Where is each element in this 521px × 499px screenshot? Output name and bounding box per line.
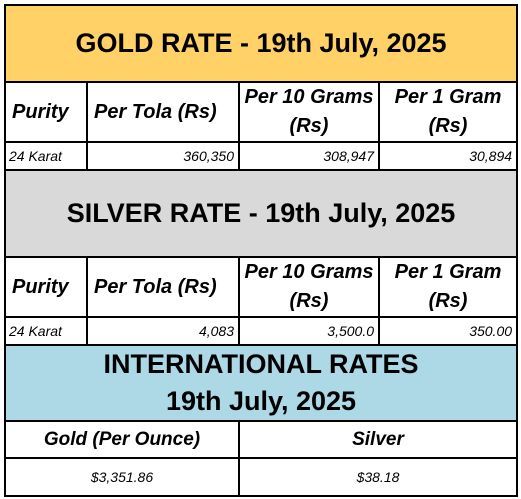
silver-header-row: Purity Per Tola (Rs) Per 10 Grams (Rs) P… [4, 256, 519, 318]
silver-header-per-1-gram: Per 1 Gram (Rs) [377, 256, 519, 318]
international-table: INTERNATIONAL RATES 19th July, 2025 Gold… [4, 344, 518, 497]
gold-header-per-10-grams: Per 10 Grams (Rs) [238, 81, 380, 143]
gold-header-row: Purity Per Tola (Rs) Per 10 Grams (Rs) P… [4, 81, 519, 143]
international-header-gold: Gold (Per Ounce) [4, 420, 240, 459]
gold-data-row: 24 Karat 360,350 308,947 30,894 [4, 141, 519, 171]
international-title-line1: INTERNATIONAL RATES [103, 349, 419, 379]
rates-table: GOLD RATE - 19th July, 2025 Purity Per T… [3, 4, 519, 346]
silver-per-1-gram-value: 350.00 [377, 316, 519, 346]
silver-per-10-grams-value: 3,500.0 [238, 316, 380, 346]
silver-header-per-10-grams: Per 10 Grams (Rs) [238, 256, 380, 318]
international-rates-title: INTERNATIONAL RATES 19th July, 2025 [4, 344, 518, 422]
international-banner-row: INTERNATIONAL RATES 19th July, 2025 [4, 344, 518, 422]
international-header-row: Gold (Per Ounce) Silver [4, 420, 518, 459]
gold-banner-row: GOLD RATE - 19th July, 2025 [3, 4, 519, 83]
gold-per-tola-value: 360,350 [86, 141, 240, 171]
international-header-silver: Silver [238, 420, 518, 459]
silver-data-row: 24 Karat 4,083 3,500.0 350.00 [4, 316, 519, 346]
silver-header-purity: Purity [4, 256, 88, 318]
silver-header-per-tola: Per Tola (Rs) [86, 256, 240, 318]
silver-per-tola-value: 4,083 [86, 316, 240, 346]
gold-header-purity: Purity [4, 81, 88, 143]
silver-rate-title: SILVER RATE - 19th July, 2025 [3, 169, 519, 258]
gold-per-1-gram-value: 30,894 [377, 141, 519, 171]
rates-sheet: GOLD RATE - 19th July, 2025 Purity Per T… [3, 4, 519, 497]
silver-banner-row: SILVER RATE - 19th July, 2025 [3, 169, 519, 258]
gold-header-per-1-gram: Per 1 Gram (Rs) [377, 81, 519, 143]
silver-purity-value: 24 Karat [4, 316, 88, 346]
international-gold-value: $3,351.86 [4, 457, 240, 497]
international-value-row: $3,351.86 $38.18 [4, 457, 518, 497]
gold-rate-title: GOLD RATE - 19th July, 2025 [3, 4, 519, 83]
gold-per-10-grams-value: 308,947 [238, 141, 380, 171]
gold-purity-value: 24 Karat [4, 141, 88, 171]
international-title-line2: 19th July, 2025 [165, 386, 357, 416]
international-silver-value: $38.18 [238, 457, 518, 497]
gold-header-per-tola: Per Tola (Rs) [86, 81, 240, 143]
